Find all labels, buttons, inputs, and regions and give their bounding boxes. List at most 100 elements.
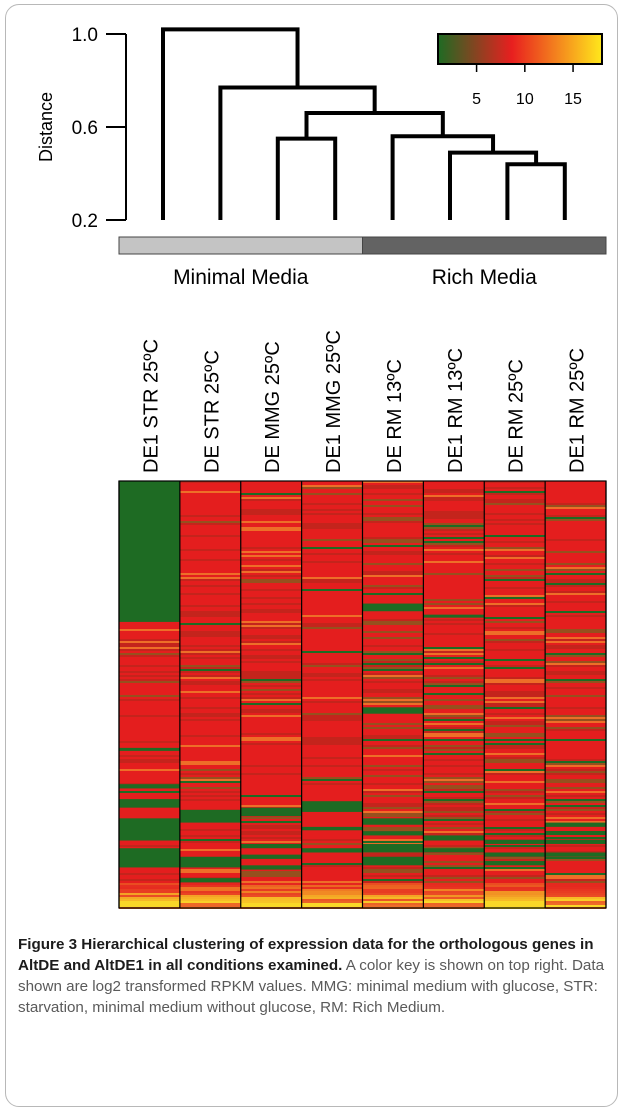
- heatmap-cell: [179, 605, 241, 607]
- heatmap-cell: [240, 637, 302, 639]
- heatmap-cell: [179, 549, 241, 551]
- heatmap-cell: [240, 657, 302, 659]
- heatmap-cell: [240, 673, 302, 675]
- heatmap-cell: [362, 663, 424, 665]
- heatmap-cell: [179, 577, 241, 579]
- heatmap-cell: [362, 853, 424, 855]
- heatmap: [118, 480, 607, 909]
- heatmap-cell: [423, 603, 485, 605]
- heatmap-cell: [179, 649, 241, 651]
- heatmap-cell: [423, 573, 485, 575]
- heatmap-cell: [484, 575, 546, 577]
- heatmap-cell: [423, 619, 485, 621]
- heatmap-cell: [423, 875, 485, 877]
- heatmap-cell: [362, 689, 424, 691]
- heatmap-cell: [423, 685, 485, 687]
- heatmap-cell: [240, 899, 302, 901]
- heatmap-cell: [545, 665, 606, 667]
- heatmap-cell: [362, 519, 424, 521]
- heatmap-cell: [545, 663, 606, 665]
- heatmap-cell: [423, 683, 485, 685]
- heatmap-cell: [423, 533, 485, 535]
- heatmap-cell: [119, 885, 180, 887]
- heatmap-cell: [362, 789, 424, 791]
- heatmap-cell: [301, 713, 363, 715]
- heatmap-cell: [545, 905, 606, 907]
- heatmap-cell: [362, 867, 424, 869]
- heatmap-cell: [423, 727, 485, 729]
- heatmap-cell: [545, 889, 606, 891]
- heatmap-cell: [423, 847, 485, 849]
- heatmap-cell: [240, 513, 302, 515]
- heatmap-cell: [362, 551, 424, 553]
- heatmap-cell: [484, 679, 546, 681]
- heatmap-cell: [301, 901, 363, 903]
- heatmap-cell: [484, 641, 546, 643]
- heatmap-cell: [423, 489, 485, 491]
- heatmap-cell: [362, 813, 424, 815]
- heatmap-cell: [484, 769, 546, 771]
- heatmap-cell: [240, 903, 302, 905]
- heatmap-cell: [240, 681, 302, 683]
- color-key-tick-label: 15: [564, 91, 582, 108]
- heatmap-cell: [423, 745, 485, 747]
- heatmap-cell: [179, 559, 241, 561]
- heatmap-cell: [545, 729, 606, 731]
- heatmap-cell: [119, 905, 180, 907]
- heatmap-cell: [301, 897, 363, 899]
- heatmap-cell: [362, 735, 424, 737]
- heatmap-cell: [423, 731, 485, 733]
- heatmap-cell: [484, 889, 546, 891]
- heatmap-cell: [179, 633, 241, 635]
- heatmap-cell: [301, 623, 363, 625]
- heatmap-cell: [240, 627, 302, 629]
- heatmap-cell: [301, 487, 363, 489]
- heatmap-cell: [484, 535, 546, 537]
- heatmap-cell: [362, 775, 424, 777]
- heatmap-cell: [423, 713, 485, 715]
- heatmap-cell: [484, 885, 546, 887]
- heatmap-cell: [240, 597, 302, 599]
- heatmap-cell: [362, 795, 424, 797]
- heatmap-cell: [545, 761, 606, 763]
- heatmap-cell: [119, 695, 180, 697]
- heatmap-cell: [362, 905, 424, 907]
- heatmap-cell: [484, 747, 546, 749]
- heatmap-cell: [423, 877, 485, 879]
- heatmap-cell: [545, 563, 606, 565]
- heatmap-cell: [423, 881, 485, 883]
- group-bar-segment: [362, 236, 607, 255]
- heatmap-cell: [484, 761, 546, 763]
- heatmap-cell: [179, 841, 241, 843]
- heatmap-cell: [484, 713, 546, 715]
- heatmap-cell: [301, 737, 363, 739]
- heatmap-cell: [362, 669, 424, 671]
- heatmap-cell: [301, 527, 363, 529]
- heatmap-cell: [545, 591, 606, 593]
- figure-chart: 1.0 0.6 0.2 Distance 5 10 15 Minimal Media Ric…: [36, 25, 607, 909]
- heatmap-cell: [362, 869, 424, 871]
- heatmap-cell: [119, 897, 180, 899]
- heatmap-cell: [362, 879, 424, 881]
- heatmap-cell: [545, 721, 606, 723]
- heatmap-cell: [545, 787, 606, 789]
- heatmap-cell: [362, 791, 424, 793]
- heatmap-cell: [545, 687, 606, 689]
- heatmap-cell: [484, 827, 546, 829]
- heatmap-cell: [545, 717, 606, 719]
- heatmap-cell: [240, 555, 302, 557]
- heatmap-cell: [423, 865, 485, 867]
- heatmap-cell: [423, 723, 485, 725]
- heatmap-cell: [545, 779, 606, 781]
- heatmap-cell: [423, 819, 485, 821]
- heatmap-cell: [119, 481, 180, 622]
- heatmap-cell: [301, 887, 363, 889]
- sample-label: DE RM 13ºC: [384, 359, 406, 473]
- heatmap-cell: [119, 655, 180, 657]
- heatmap-cell: [240, 699, 302, 701]
- heatmap-cell: [423, 811, 485, 813]
- dendrogram-branch: [390, 134, 496, 220]
- heatmap-cell: [423, 699, 485, 701]
- heatmap-cell: [119, 769, 180, 771]
- heatmap-cell: [484, 723, 546, 725]
